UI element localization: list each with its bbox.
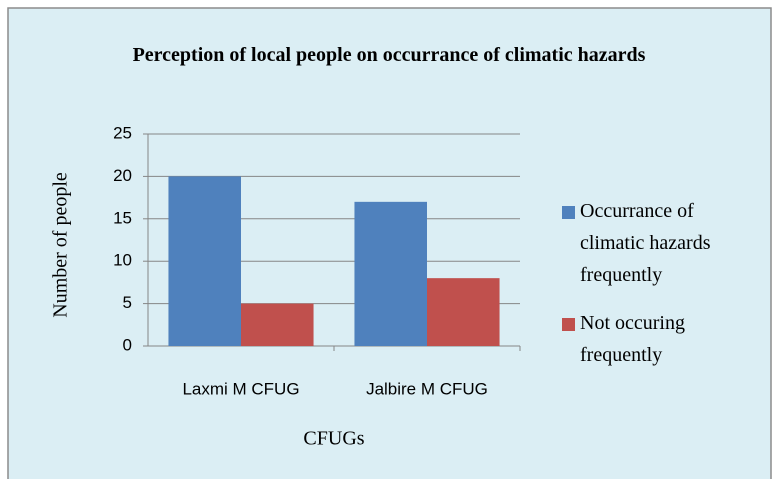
bar [354, 201, 427, 346]
y-tick-label: 5 [123, 293, 132, 312]
legend-label: Occurrance of climatic hazards frequently [580, 200, 711, 286]
legend-label: Not occuring frequently [580, 312, 685, 366]
bar [168, 176, 241, 346]
chart-title: Perception of local people on occurrance… [133, 44, 646, 66]
y-tick-label: 25 [113, 123, 132, 142]
y-tick-label: 10 [113, 251, 132, 270]
x-axis-title: CFUGs [303, 428, 364, 450]
bar [427, 278, 500, 346]
bar [241, 303, 314, 346]
legend-swatch [562, 318, 575, 331]
x-tick-label: Jalbire M CFUG [366, 379, 488, 398]
x-tick-label: Laxmi M CFUG [182, 379, 299, 398]
y-tick-label: 20 [113, 166, 132, 185]
y-tick-label: 15 [113, 208, 132, 227]
y-tick-label: 0 [123, 335, 132, 354]
y-axis-title: Number of people [50, 172, 72, 318]
legend-swatch [562, 206, 575, 219]
